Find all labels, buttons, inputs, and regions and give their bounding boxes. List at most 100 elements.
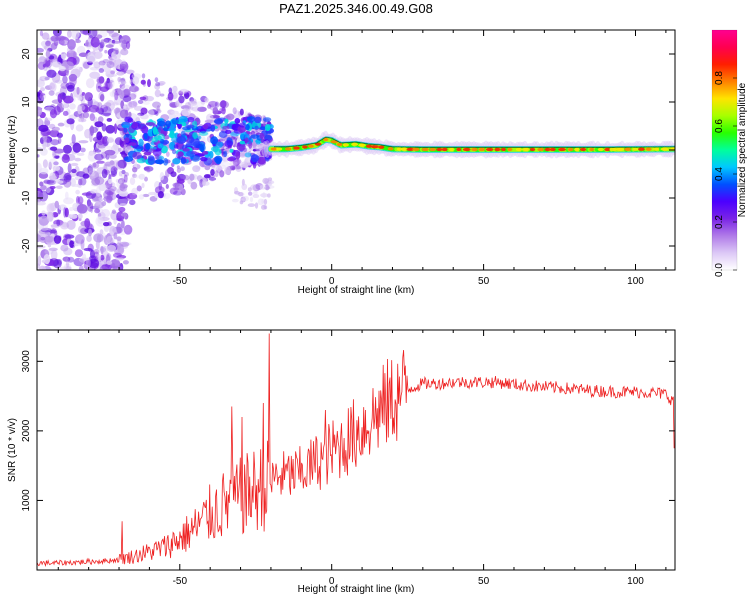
spectrogram-blob — [260, 204, 267, 210]
spectrogram-blob — [60, 244, 69, 252]
spectrogram-blob — [202, 179, 206, 187]
spectrogram-blob — [264, 134, 273, 141]
spectrogram-blob — [37, 79, 46, 88]
colorbar: 0.0 0.2 0.4 0.6 0.8 Normalized spectral ampl… — [711, 29, 748, 277]
spectrogram-blob — [113, 232, 118, 240]
spectrogram-blob — [485, 147, 494, 152]
spectrogram-blob — [187, 100, 198, 106]
spectrogram-blob — [234, 118, 241, 124]
spectrogram-blob — [92, 30, 99, 38]
spectrogram-blob — [111, 102, 119, 106]
spectrogram-blob — [189, 106, 194, 110]
colorbar-gradient — [712, 30, 737, 270]
spectrogram-blob — [85, 52, 96, 63]
spectrogram-blob — [54, 155, 60, 159]
spectrogram-blob — [81, 192, 93, 196]
spectrogram-blob — [609, 147, 618, 152]
spectrogram-blob — [87, 201, 94, 212]
spectrogram-blob — [100, 39, 105, 45]
spectrogram-blob — [71, 30, 80, 40]
spectrogram-blob — [176, 136, 187, 144]
spectrogram-blob — [57, 136, 62, 145]
spectrogram-blob — [227, 157, 235, 162]
spectrogram-blob — [176, 167, 182, 173]
spectrogram-y-tick-label: 0 — [21, 147, 32, 153]
spectrogram-blob — [104, 102, 112, 108]
spectrogram-blob — [51, 126, 60, 132]
spectrogram-blob — [123, 156, 134, 162]
spectrogram-blob — [239, 122, 246, 128]
spectrogram-blob — [276, 147, 283, 151]
spectrogram-blob — [157, 143, 164, 149]
spectrogram-blob — [247, 203, 256, 207]
spectrogram-blob — [208, 177, 217, 181]
spectrogram-blob — [120, 48, 129, 56]
spectrogram-blob — [100, 254, 105, 261]
spectrogram-blob — [44, 76, 50, 81]
snr-y-tick-label: 3000 — [21, 350, 32, 373]
spectrogram-blob — [370, 145, 379, 149]
spectrogram-blob — [400, 147, 409, 151]
spectrogram-blob — [37, 191, 43, 199]
spectrogram-blob — [87, 228, 93, 237]
spectrogram-blob — [429, 147, 437, 152]
spectrogram-blob — [85, 39, 89, 47]
spectrogram-blob — [213, 115, 221, 119]
spectrogram-blob — [549, 147, 556, 152]
spectrogram-blob — [97, 102, 103, 109]
spectrogram-blob — [44, 44, 53, 52]
spectrogram-x-axis-label: Height of straight line (km) — [298, 285, 415, 296]
spectrogram-blob — [351, 142, 359, 146]
spectrogram-blob — [121, 219, 125, 229]
spectrogram-blob — [358, 143, 366, 147]
spectrogram-blob — [37, 47, 44, 53]
spectrogram-blob — [255, 127, 259, 137]
spectrogram-blob — [92, 105, 98, 110]
spectrogram-blob — [168, 87, 173, 95]
spectrogram-blob — [87, 61, 93, 66]
spectrogram-blob — [99, 229, 104, 235]
spectrogram-blob — [38, 56, 47, 65]
spectrogram-blob — [59, 221, 70, 230]
spectrogram-blob — [71, 133, 76, 145]
spectrogram-blob — [178, 90, 184, 96]
spectrogram-blob — [624, 147, 632, 151]
spectrogram-blob — [302, 145, 308, 149]
spectrogram-blob — [77, 111, 81, 123]
spectrogram-blob — [222, 156, 228, 162]
spectrogram-blob — [113, 47, 120, 55]
spectrogram-blob — [109, 259, 121, 269]
spectrogram-blob — [567, 147, 574, 152]
spectrogram-blob — [96, 76, 105, 85]
spectrogram-blob — [88, 55, 95, 63]
spectrogram-blob — [37, 255, 42, 267]
spectrogram-blob — [104, 149, 116, 156]
spectrogram-blob — [44, 105, 55, 111]
spectrogram-blob — [119, 241, 130, 247]
spectrogram-blob — [122, 211, 127, 218]
spectrogram-blob — [103, 189, 114, 200]
spectrogram-blob — [78, 178, 83, 186]
spectrogram-blob — [97, 116, 104, 123]
spectrogram-blob — [54, 200, 60, 209]
spectrogram-blob — [98, 183, 107, 192]
spectrogram-blob — [173, 190, 183, 196]
spectrogram-y-tick-label: -20 — [21, 238, 32, 253]
spectrogram-blob — [101, 208, 111, 218]
spectrogram-blob — [141, 182, 145, 189]
spectrogram-blob — [70, 162, 79, 167]
spectrogram-blob — [97, 85, 101, 89]
spectrogram-blob — [92, 162, 97, 168]
spectrogram-blob — [48, 175, 57, 180]
spectrogram-blob — [207, 104, 212, 109]
spectrogram-blob — [106, 235, 116, 245]
spectrogram-blob — [128, 142, 137, 146]
spectrogram-blob — [165, 183, 169, 190]
spectrogram-blob — [119, 184, 128, 192]
spectrogram-blob — [252, 140, 257, 149]
spectrogram-blob — [49, 185, 56, 190]
spectrogram-blob — [113, 167, 118, 171]
spectrogram-blob — [40, 236, 46, 241]
spectrogram-blob — [82, 167, 90, 176]
spectrogram-blob — [259, 126, 267, 131]
